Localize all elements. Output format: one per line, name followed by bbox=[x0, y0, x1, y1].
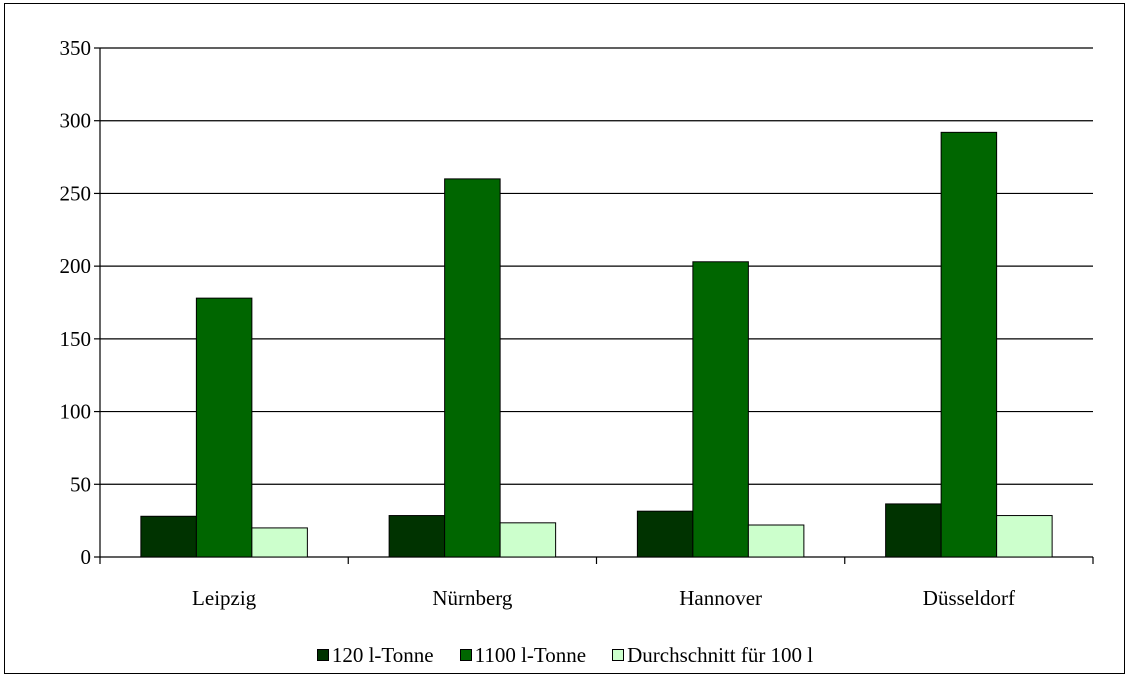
legend: 120 l-Tonne 1100 l-Tonne Durchschnitt fü… bbox=[0, 640, 1130, 670]
y-tick-label: 100 bbox=[60, 400, 92, 424]
bar-2-2 bbox=[444, 178, 501, 558]
y-tick-label: 50 bbox=[70, 472, 91, 496]
legend-swatch-series-2 bbox=[459, 649, 472, 661]
bar-2-1 bbox=[195, 297, 253, 558]
legend-label-series-3: Durchschnitt für 100 l bbox=[627, 642, 814, 667]
bar-1-4 bbox=[885, 503, 942, 558]
bar-3-1 bbox=[251, 527, 308, 558]
x-tick-label: Düsseldorf bbox=[923, 586, 1015, 610]
x-tick-label: Hannover bbox=[679, 586, 762, 610]
bar-2-4 bbox=[940, 131, 998, 558]
bar-3-3 bbox=[747, 524, 805, 558]
legend-swatch-series-1 bbox=[316, 649, 329, 661]
legend-item-series-3: Durchschnitt für 100 l bbox=[612, 643, 813, 668]
bar-1-3 bbox=[636, 510, 694, 558]
bar-2-3 bbox=[692, 261, 749, 558]
x-tick-label: Nürnberg bbox=[432, 586, 513, 610]
x-tick-label: Leipzig bbox=[192, 586, 257, 610]
y-tick-label: 350 bbox=[60, 36, 92, 60]
bar-3-2 bbox=[499, 522, 557, 558]
bar-1-1 bbox=[140, 515, 197, 558]
legend-item-series-1: 120 l-Tonne bbox=[316, 642, 434, 668]
y-tick-label: 0 bbox=[81, 545, 92, 569]
legend-label-series-1: 120 l-Tonne bbox=[331, 642, 434, 667]
legend-item-series-2: 1100 l-Tonne bbox=[459, 642, 587, 668]
legend-label-series-2: 1100 l-Tonne bbox=[474, 642, 587, 667]
legend-swatch-series-3 bbox=[612, 649, 625, 661]
y-tick-label: 200 bbox=[60, 254, 92, 278]
bar-3-4 bbox=[996, 515, 1053, 558]
y-tick-label: 150 bbox=[60, 327, 92, 351]
y-tick-label: 250 bbox=[60, 181, 92, 205]
bar-1-2 bbox=[388, 515, 446, 558]
y-tick-label: 300 bbox=[60, 109, 92, 133]
